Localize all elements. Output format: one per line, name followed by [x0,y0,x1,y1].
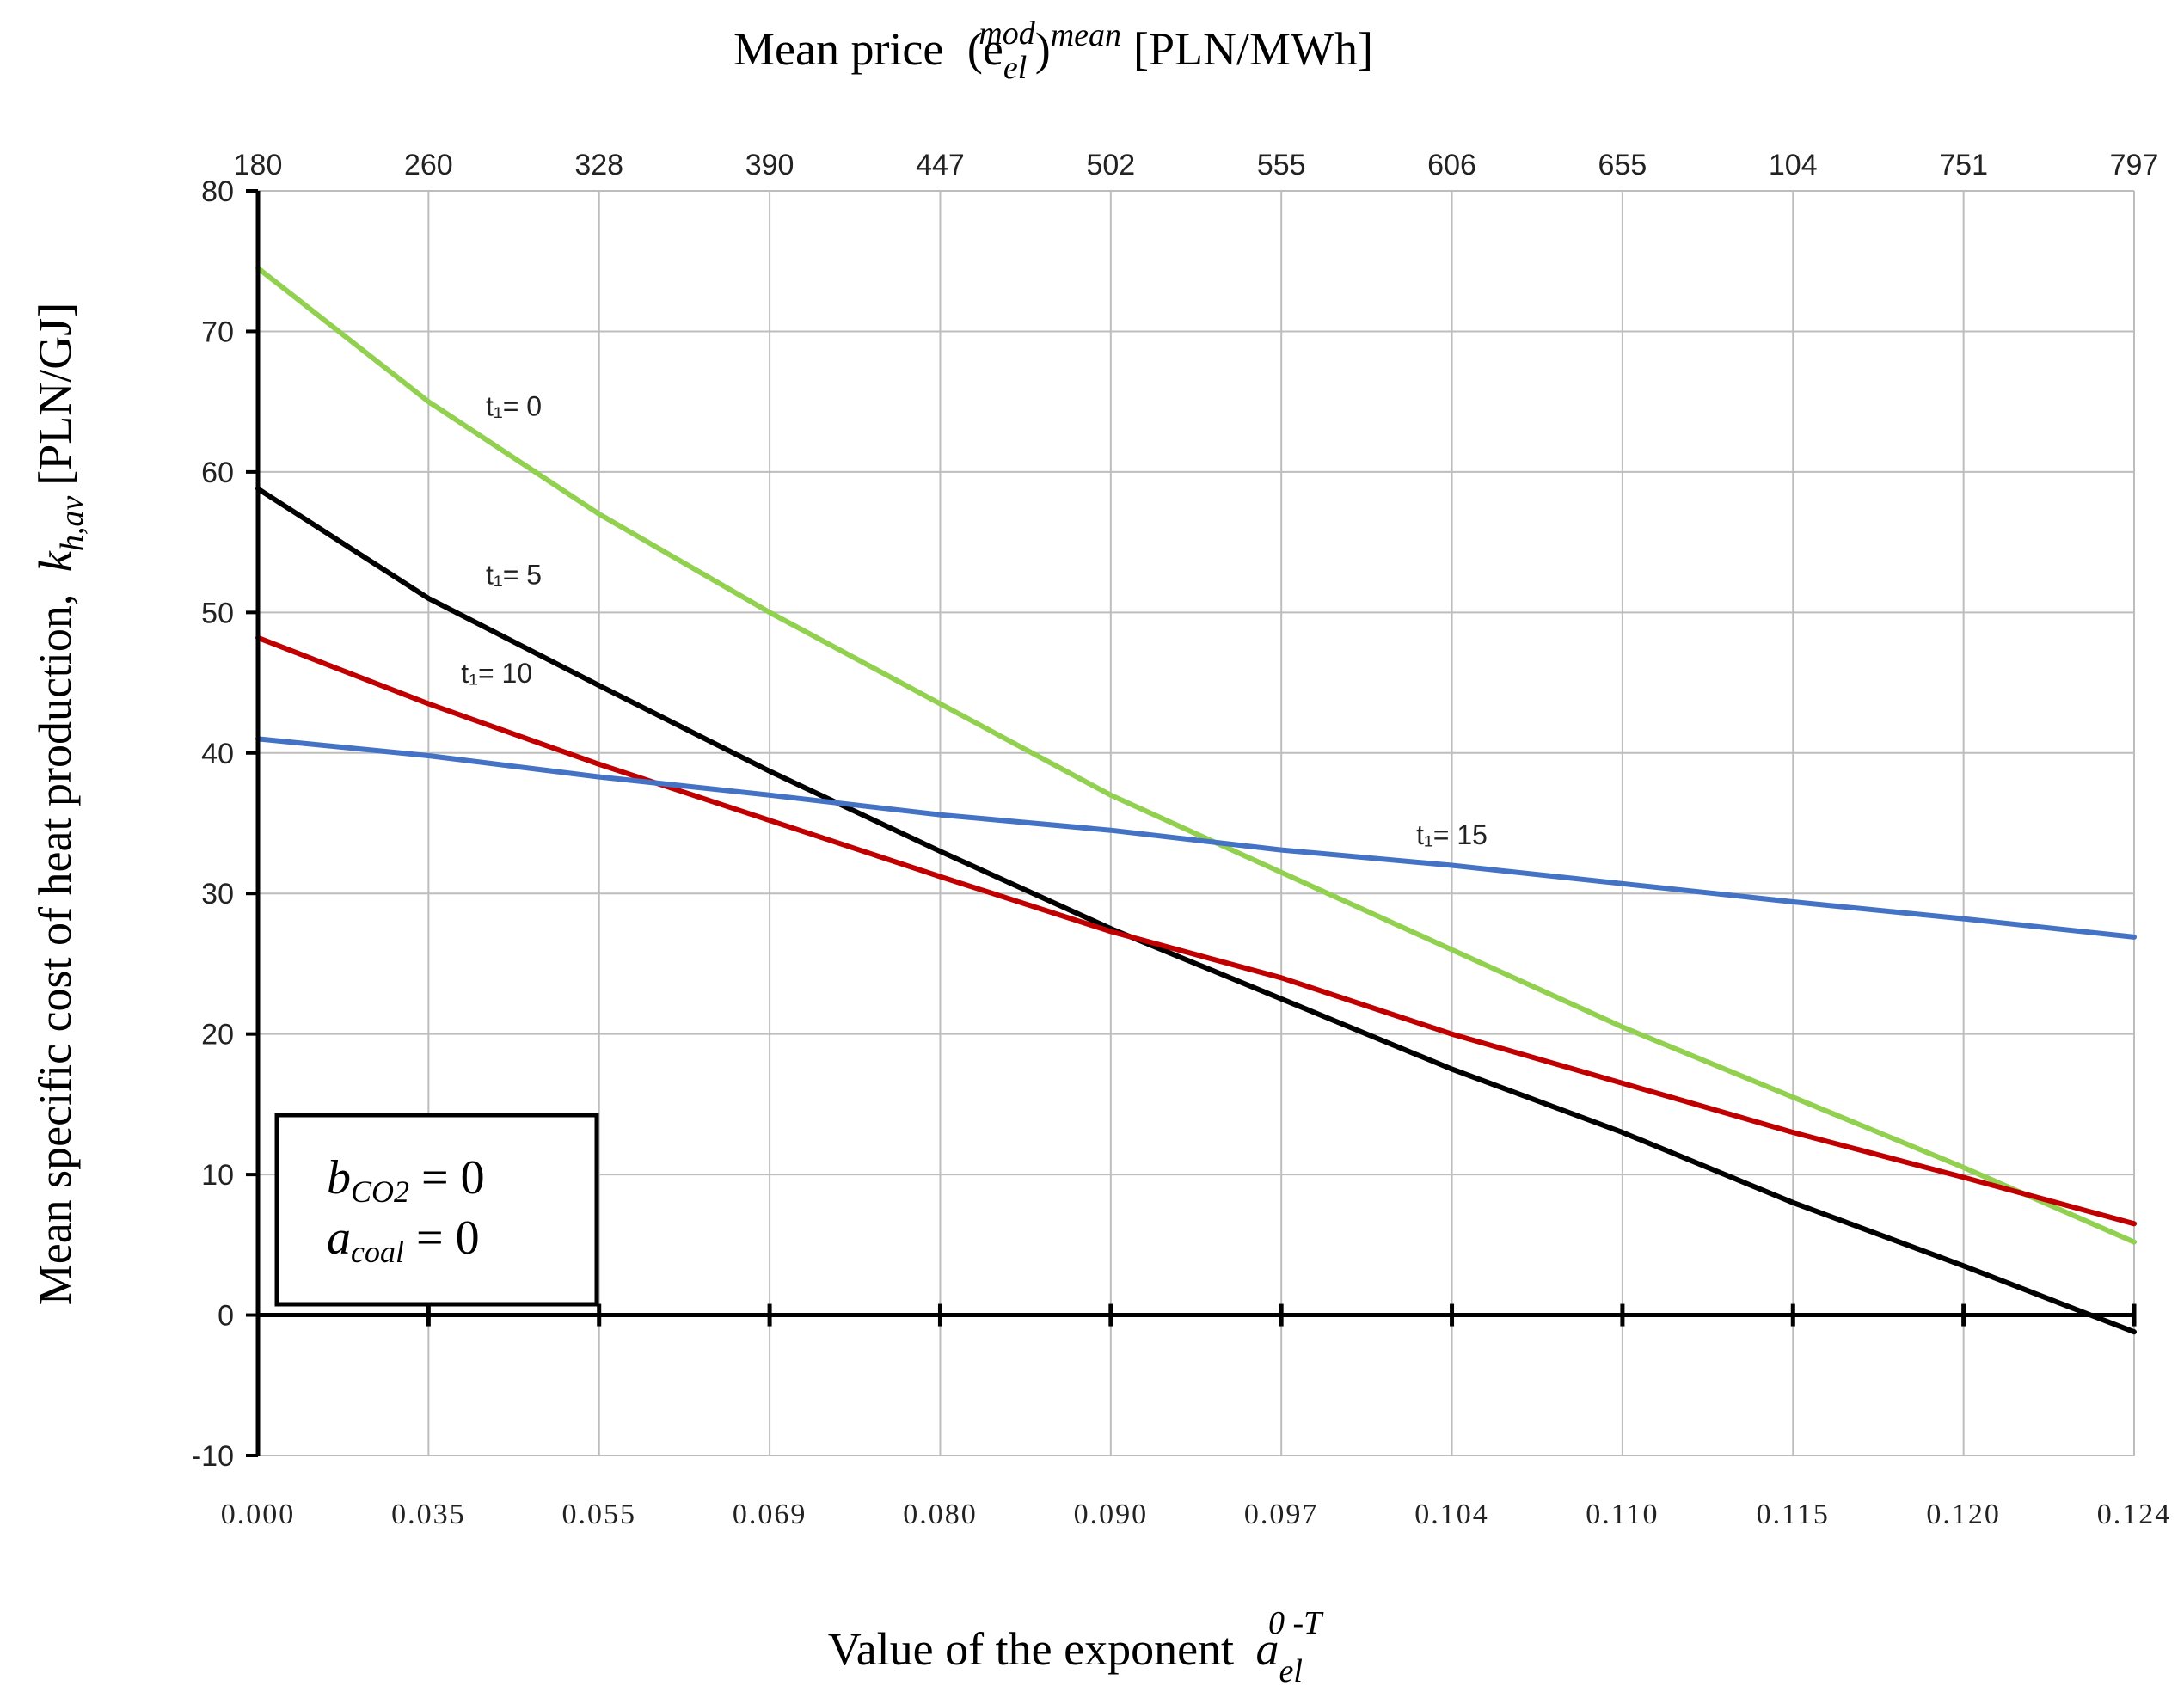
y-tick-label: 80 [201,175,234,208]
series-labels: t₁= 0 t₁= 5 t₁= 10 t₁= 15 [461,391,1488,851]
top-tick-label: 555 [1257,149,1306,181]
top-tick-label: 797 [2110,149,2159,181]
annotation-line-2: acoal = 0 [327,1211,480,1269]
x-tick-label: 0.035 [391,1499,466,1530]
top-tick-label: 502 [1086,149,1135,181]
top-tick-label: 390 [745,149,794,181]
y-tick-label: 20 [201,1019,234,1051]
x-tick-label: 0.115 [1757,1499,1830,1530]
x-tick-label: 0.080 [903,1499,978,1530]
top-axis-title: Mean price (eelmod)mean [PLN/MWh] [733,15,1373,86]
series-label: t₁= 15 [1416,819,1488,850]
x-tick-label: 0.104 [1414,1499,1489,1530]
y-tick-label: 70 [201,316,234,348]
annotation-line-1: bCO2 = 0 [327,1151,485,1209]
series-label: t₁= 5 [486,560,542,591]
top-tick-label: 180 [234,149,283,181]
top-tick-label: 751 [1939,149,1988,181]
x-tick-labels: 0.000 0.035 0.055 0.069 0.080 0.090 0.097 0.104… [221,1499,2172,1530]
y-tick-labels: -10 0 10 20 30 40 50 60 70 80 [192,175,234,1473]
series-line [255,736,2137,940]
series-line [255,486,2137,1335]
x-tick-label: 0.069 [733,1499,807,1530]
x-tick-label: 0.090 [1074,1499,1149,1530]
series-line [255,634,2137,1227]
series-label: t₁= 10 [461,658,532,689]
y-tick-label: 10 [201,1159,234,1192]
x-tick-label: 0.110 [1586,1499,1659,1530]
y-tick-label: 0 [218,1300,234,1333]
x-tick-label: 0.124 [2097,1499,2172,1530]
y-tick-label: 40 [201,738,234,770]
series-lines [255,265,2137,1335]
top-tick-label: 328 [574,149,623,181]
x-tick-label: 0.097 [1244,1499,1319,1530]
y-tick-label: 60 [201,457,234,489]
y-tick-label: 50 [201,597,234,629]
top-tick-label: 104 [1769,149,1818,181]
series-label: t₁= 0 [486,391,542,422]
x-tick-label: 0.000 [221,1499,296,1530]
zero-axis [255,1303,2137,1327]
y-tick-label: -10 [192,1440,234,1473]
top-tick-label: 606 [1427,149,1476,181]
top-tick-labels: 180 260 328 390 447 502 555 606 655 104 751 797 [234,149,2159,181]
top-tick-label: 260 [404,149,453,181]
annotation-box [274,1113,599,1307]
series-line [255,265,2137,1245]
y-axis-title: Mean specific cost of heat production, k… [29,303,90,1306]
y-tick-label: 30 [201,878,234,910]
x-tick-label: 0.055 [561,1499,636,1530]
y-axis [246,189,261,1457]
x-axis-title: Value of the exponent ael0 -T [828,1605,1324,1689]
x-tick-label: 0.120 [1926,1499,2001,1530]
top-tick-label: 655 [1598,149,1647,181]
top-tick-label: 447 [916,149,965,181]
